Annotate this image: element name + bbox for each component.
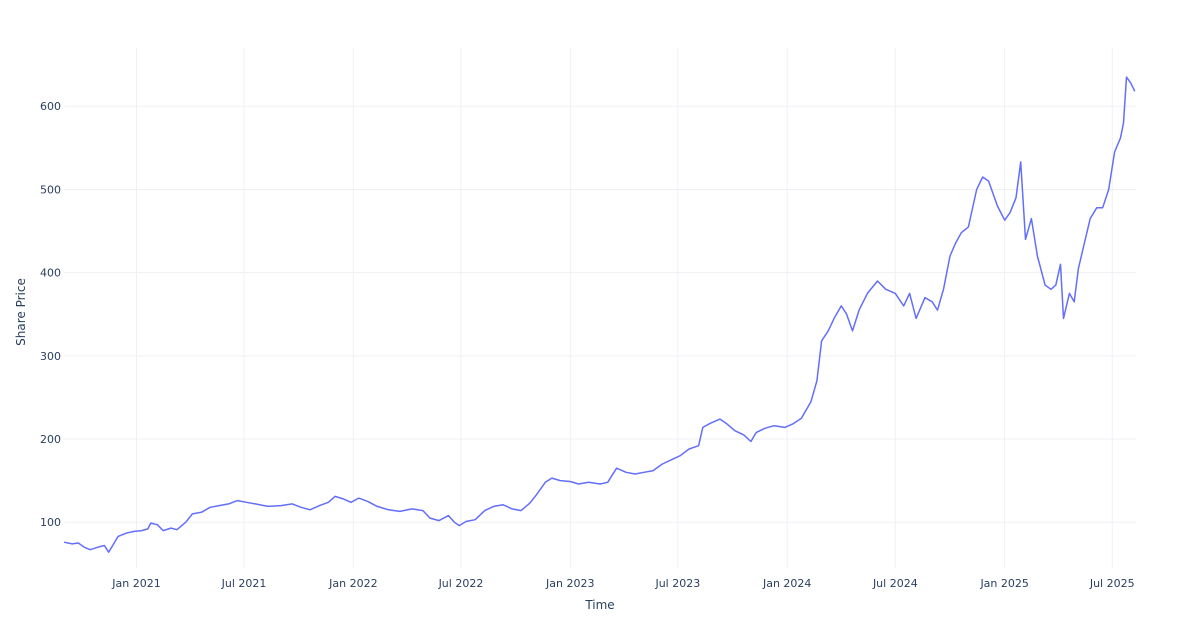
x-tick-label: Jul 2022 (438, 577, 484, 590)
x-axis-title: Time (584, 598, 614, 612)
x-tick-label: Jul 2025 (1089, 577, 1135, 590)
x-tick-label: Jul 2021 (221, 577, 267, 590)
tick-labels: Jan 2021 Jul 2021 Jan 2022 Jul 2022 Jan 2023… (40, 100, 1135, 590)
x-tick-label: Jan 2024 (762, 577, 811, 590)
y-tick-label: 500 (40, 183, 61, 196)
x-tick-label: Jan 2025 (979, 577, 1028, 590)
x-tick-label: Jul 2023 (654, 577, 700, 590)
series-line (63, 76, 1136, 553)
y-tick-label: 300 (40, 350, 61, 363)
y-tick-label: 600 (40, 100, 61, 113)
y-tick-label: 400 (40, 267, 61, 280)
x-tick-label: Jan 2023 (545, 577, 594, 590)
y-tick-label: 100 (40, 516, 61, 529)
x-tick-label: Jan 2021 (111, 577, 160, 590)
y-axis-title: Share Price (14, 278, 28, 346)
y-tick-label: 200 (40, 433, 61, 446)
x-tick-label: Jul 2024 (872, 577, 918, 590)
plot-area (63, 76, 1136, 553)
grid (64, 48, 1136, 568)
x-tick-label: Jan 2022 (328, 577, 377, 590)
